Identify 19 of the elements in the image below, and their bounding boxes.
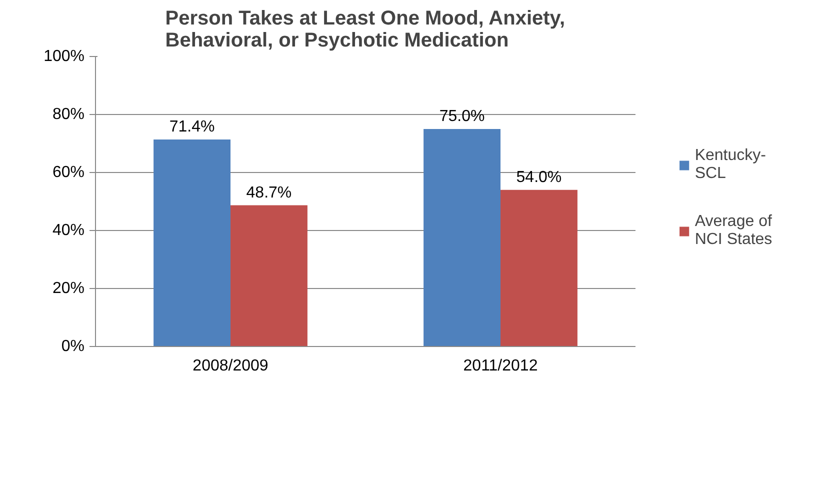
x-tick-label: 2008/2009 xyxy=(192,358,268,374)
bar xyxy=(154,139,230,346)
y-tick-label: 20% xyxy=(52,280,85,297)
chart-title: Person Takes at Least One Mood, Anxiety, Behavioral, or Psychotic Medication xyxy=(165,8,566,52)
data-label: 54.0% xyxy=(516,168,562,186)
x-tick-label: 2011/2012 xyxy=(463,358,538,374)
y-tick-label: 80% xyxy=(52,106,85,123)
y-tick-label: 60% xyxy=(52,164,85,181)
bar xyxy=(230,205,308,346)
bar xyxy=(424,129,500,346)
y-tick-label: 0% xyxy=(61,338,84,355)
bar xyxy=(500,190,578,346)
legend-label: Kentucky-SCL xyxy=(694,147,766,183)
data-label: 48.7% xyxy=(246,184,292,202)
y-tick-label: 100% xyxy=(44,48,84,65)
data-label: 75.0% xyxy=(439,108,485,125)
legend-label: Average of NCI States xyxy=(694,213,772,249)
data-label: 71.4% xyxy=(169,118,215,136)
y-tick-label: 40% xyxy=(52,222,85,239)
